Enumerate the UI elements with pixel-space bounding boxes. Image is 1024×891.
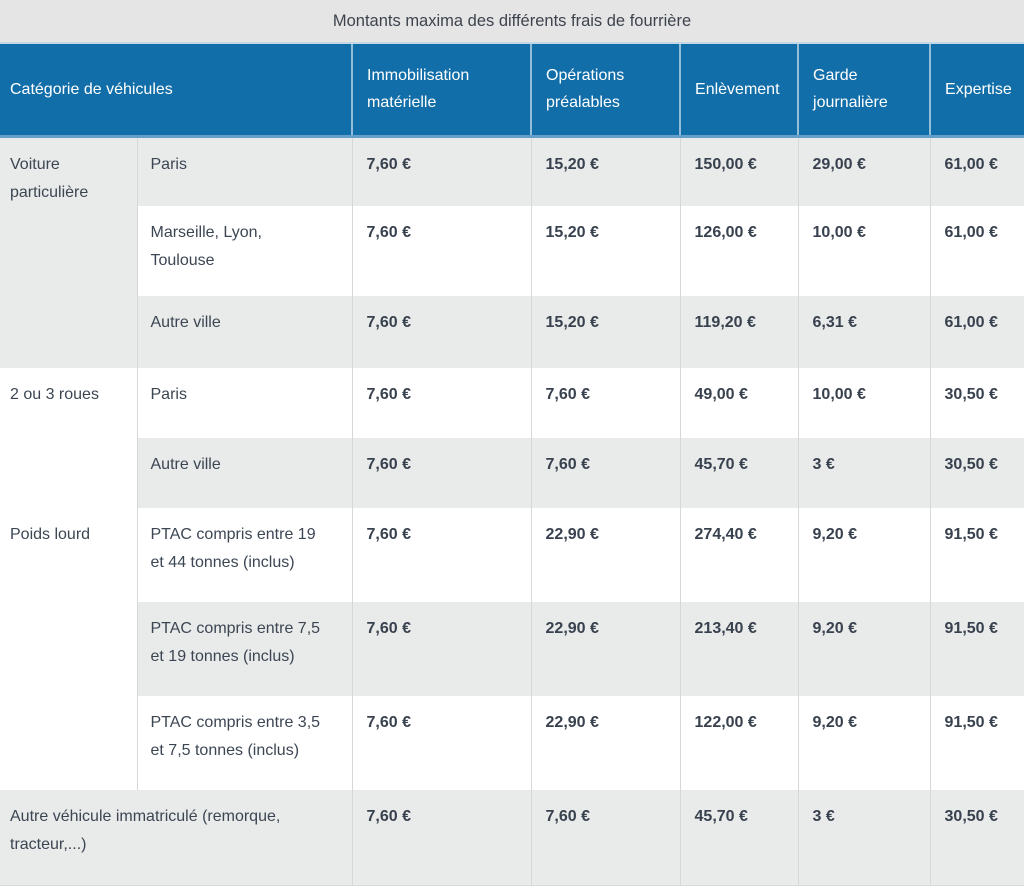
value-cell: 7,60 € [351, 696, 532, 790]
value-cell: 91,50 € [929, 602, 1024, 696]
value-cell: 91,50 € [929, 508, 1024, 602]
subcategory-cell: PTAC compris entre 19 et 44 tonnes (incl… [136, 508, 353, 602]
table-row: 2 ou 3 roues Paris 7,60 € 7,60 € 49,00 €… [0, 368, 1024, 508]
value-cell: 91,50 € [929, 696, 1024, 790]
table-row: Autre ville 7,60 € 7,60 € 45,70 € 3 € 30… [0, 438, 1024, 508]
column-header-categorie: Catégorie de véhicules [0, 42, 353, 138]
value-cell: 6,31 € [797, 296, 931, 368]
value-cell: 22,90 € [530, 602, 681, 696]
column-header-garde: Garde journalière [797, 42, 931, 138]
subcategory-cell: Paris [136, 368, 353, 438]
value-cell: 15,20 € [530, 206, 681, 296]
subcategory-cell: Paris [136, 136, 353, 206]
value-cell: 61,00 € [929, 136, 1024, 206]
column-header-operations: Opérations préalables [530, 42, 681, 138]
value-cell: 10,00 € [797, 206, 931, 296]
table-caption: Montants maxima des différents frais de … [0, 0, 1024, 42]
value-cell: 7,60 € [530, 790, 681, 885]
value-cell: 45,70 € [679, 790, 799, 885]
column-header-immobilisation: Immobilisation matérielle [351, 42, 532, 138]
value-cell: 7,60 € [530, 368, 681, 438]
value-cell: 213,40 € [679, 602, 799, 696]
pound-fees-table: Catégorie de véhicules Immobilisation ma… [0, 42, 1024, 886]
value-cell: 30,50 € [929, 790, 1024, 885]
value-cell: 29,00 € [797, 136, 931, 206]
value-cell: 122,00 € [679, 696, 799, 790]
value-cell: 45,70 € [679, 438, 799, 508]
header-row: Catégorie de véhicules Immobilisation ma… [0, 42, 1024, 138]
table-row: PTAC compris entre 7,5 et 19 tonnes (inc… [0, 602, 1024, 696]
value-cell: 22,90 € [530, 508, 681, 602]
table-row: Voiture particulière Paris 7,60 € 15,20 … [0, 136, 1024, 368]
value-cell: 10,00 € [797, 368, 931, 438]
value-cell: 9,20 € [797, 696, 931, 790]
category-cell-voiture: Voiture particulière [0, 136, 137, 368]
table-row: Marseille, Lyon, Toulouse 7,60 € 15,20 €… [0, 206, 1024, 296]
value-cell: 9,20 € [797, 602, 931, 696]
value-cell: 7,60 € [351, 602, 532, 696]
value-cell: 7,60 € [351, 296, 532, 368]
value-cell: 3 € [797, 790, 931, 885]
value-cell: 274,40 € [679, 508, 799, 602]
value-cell: 7,60 € [351, 508, 532, 602]
value-cell: 150,00 € [679, 136, 799, 206]
subcategory-cell: Autre ville [136, 438, 353, 508]
value-cell: 7,60 € [351, 368, 532, 438]
value-cell: 15,20 € [530, 136, 681, 206]
table-row: PTAC compris entre 3,5 et 7,5 tonnes (in… [0, 696, 1024, 790]
value-cell: 7,60 € [530, 438, 681, 508]
category-cell-autre-vehicule: Autre véhicule immatriculé (remorque, tr… [0, 790, 353, 885]
value-cell: 30,50 € [929, 438, 1024, 508]
value-cell: 7,60 € [351, 136, 532, 206]
value-cell: 9,20 € [797, 508, 931, 602]
column-header-enlevement: Enlèvement [679, 42, 799, 138]
table-row: Autre ville 7,60 € 15,20 € 119,20 € 6,31… [0, 296, 1024, 368]
subcategory-cell: PTAC compris entre 3,5 et 7,5 tonnes (in… [136, 696, 353, 790]
value-cell: 126,00 € [679, 206, 799, 296]
value-cell: 30,50 € [929, 368, 1024, 438]
category-cell-poids-lourd: Poids lourd [0, 508, 137, 790]
value-cell: 7,60 € [351, 438, 532, 508]
table-row: Poids lourd PTAC compris entre 19 et 44 … [0, 508, 1024, 790]
value-cell: 61,00 € [929, 296, 1024, 368]
value-cell: 22,90 € [530, 696, 681, 790]
subcategory-cell: PTAC compris entre 7,5 et 19 tonnes (inc… [136, 602, 353, 696]
value-cell: 15,20 € [530, 296, 681, 368]
value-cell: 49,00 € [679, 368, 799, 438]
column-header-expertise: Expertise [929, 42, 1024, 138]
table-row: Autre véhicule immatriculé (remorque, tr… [0, 790, 1024, 885]
value-cell: 61,00 € [929, 206, 1024, 296]
category-cell-deux-trois-roues: 2 ou 3 roues [0, 368, 137, 508]
value-cell: 119,20 € [679, 296, 799, 368]
value-cell: 7,60 € [351, 206, 532, 296]
subcategory-cell: Marseille, Lyon, Toulouse [136, 206, 353, 296]
subcategory-cell: Autre ville [136, 296, 353, 368]
value-cell: 3 € [797, 438, 931, 508]
value-cell: 7,60 € [351, 790, 532, 885]
